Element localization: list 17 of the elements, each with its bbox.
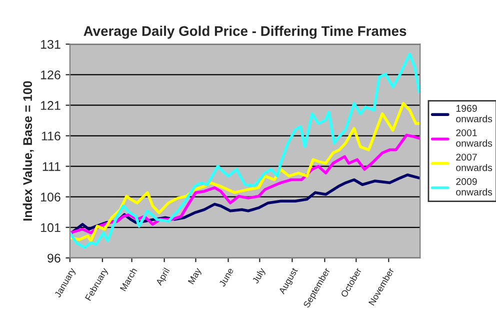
y-tick-label: 111 (42, 162, 60, 171)
y-tick-label: 106 (41, 192, 60, 202)
y-tick-label: 116 (42, 132, 60, 140)
y-tick-label: 96 (48, 254, 60, 263)
line-series (70, 134, 420, 234)
y-tick-label: 126 (41, 70, 60, 80)
legend-label: 1969 onwards (456, 104, 492, 122)
legend-label: 2001 onwards (456, 129, 492, 147)
chart-title: Average Daily Gold Price - Differing Time Frames (84, 26, 406, 39)
legend-label: 2009 onwards (456, 178, 492, 196)
y-tick-label: 121 (41, 101, 60, 110)
line-series (70, 102, 420, 242)
y-tick-label: 131 (41, 40, 60, 49)
legend-label: 2007 onwards (456, 154, 492, 172)
y-axis-title: Index Value, Base = 100 (22, 81, 34, 221)
line-series (70, 52, 420, 249)
y-tick-label: 101 (41, 223, 60, 232)
